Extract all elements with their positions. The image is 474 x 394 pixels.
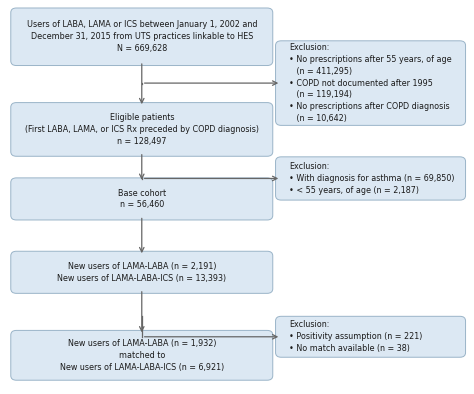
FancyBboxPatch shape <box>11 331 273 380</box>
FancyBboxPatch shape <box>275 316 465 357</box>
FancyBboxPatch shape <box>11 8 273 65</box>
Text: New users of LAMA-LABA (n = 1,932)
matched to
New users of LAMA-LABA-ICS (n = 6,: New users of LAMA-LABA (n = 1,932) match… <box>60 339 224 372</box>
FancyBboxPatch shape <box>11 251 273 294</box>
Text: Exclusion:
• No prescriptions after 55 years, of age
   (n = 411,295)
• COPD not: Exclusion: • No prescriptions after 55 y… <box>290 43 452 123</box>
Text: Users of LABA, LAMA or ICS between January 1, 2002 and
December 31, 2015 from UT: Users of LABA, LAMA or ICS between Janua… <box>27 20 257 53</box>
FancyBboxPatch shape <box>11 178 273 220</box>
Text: Exclusion:
• With diagnosis for asthma (n = 69,850)
• < 55 years, of age (n = 2,: Exclusion: • With diagnosis for asthma (… <box>290 162 455 195</box>
FancyBboxPatch shape <box>11 102 273 156</box>
Text: Eligible patients
(First LABA, LAMA, or ICS Rx preceded by COPD diagnosis)
n = 1: Eligible patients (First LABA, LAMA, or … <box>25 113 259 146</box>
Text: Exclusion:
• Positivity assumption (n = 221)
• No match available (n = 38): Exclusion: • Positivity assumption (n = … <box>290 320 423 353</box>
Text: New users of LAMA-LABA (n = 2,191)
New users of LAMA-LABA-ICS (n = 13,393): New users of LAMA-LABA (n = 2,191) New u… <box>57 262 227 282</box>
Text: Base cohort
n = 56,460: Base cohort n = 56,460 <box>118 189 166 209</box>
FancyBboxPatch shape <box>275 157 465 200</box>
FancyBboxPatch shape <box>275 41 465 125</box>
